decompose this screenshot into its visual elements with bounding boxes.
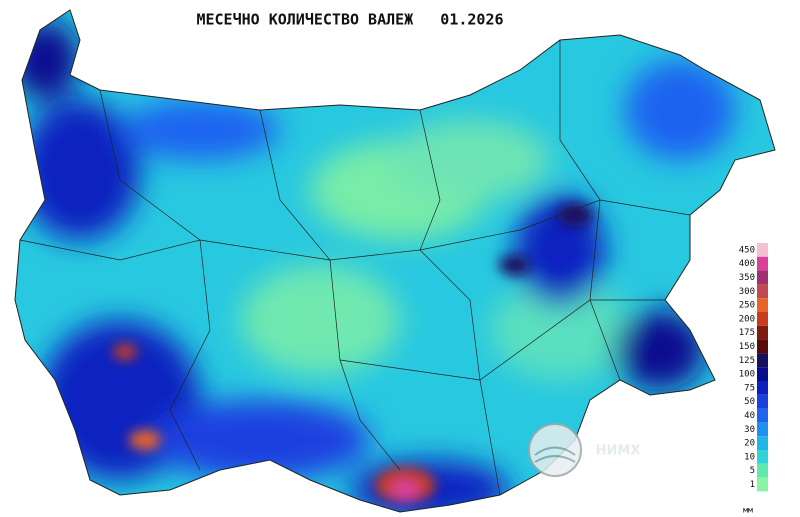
legend-swatch <box>757 312 768 326</box>
legend-swatch <box>757 394 768 409</box>
legend-swatch <box>757 477 768 492</box>
legend-label: 150 <box>739 342 755 352</box>
legend-label: 40 <box>744 411 755 421</box>
legend-label: 350 <box>739 273 755 283</box>
legend-swatch <box>757 339 768 354</box>
legend-label: 20 <box>744 439 755 449</box>
legend-swatch <box>757 298 768 312</box>
legend-label: 200 <box>739 314 755 324</box>
legend-label: 10 <box>744 452 755 462</box>
legend-label: 175 <box>739 328 755 338</box>
legend-swatch <box>757 353 768 368</box>
legend-label: 100 <box>739 370 755 380</box>
legend-swatch <box>757 381 768 395</box>
legend-swatch <box>757 422 768 437</box>
legend-swatch <box>757 256 768 271</box>
logo-text: НИМХ <box>596 444 641 459</box>
legend-swatch <box>757 436 768 450</box>
legend-label: 125 <box>739 356 755 366</box>
legend-label: 75 <box>744 383 755 393</box>
legend: 450 400 350 300 250 200 175 150 125 100 75 50 40 30 20… <box>739 243 768 492</box>
legend-label: 50 <box>744 397 755 407</box>
legend-swatch <box>757 450 768 464</box>
legend-unit: мм <box>743 506 753 515</box>
legend-label: 30 <box>744 425 755 435</box>
logo: НИМХ <box>528 423 641 477</box>
legend-label: 400 <box>739 259 755 269</box>
legend-swatch <box>757 243 768 257</box>
legend-swatch <box>757 463 768 478</box>
map-title: МЕСЕЧНО КОЛИЧЕСТВО ВАЛЕЖ 01.2026 <box>196 11 503 29</box>
legend-swatch <box>757 270 768 285</box>
legend-label: 450 <box>739 245 755 255</box>
district-borders <box>14 9 776 513</box>
legend-swatch <box>757 367 768 381</box>
legend-swatch <box>757 284 768 299</box>
legend-swatch <box>757 325 768 340</box>
legend-label: 300 <box>739 287 755 297</box>
legend-label: 250 <box>739 301 755 311</box>
legend-label: 1 <box>750 480 755 490</box>
legend-label: 5 <box>750 466 755 476</box>
legend-swatch <box>757 408 768 423</box>
